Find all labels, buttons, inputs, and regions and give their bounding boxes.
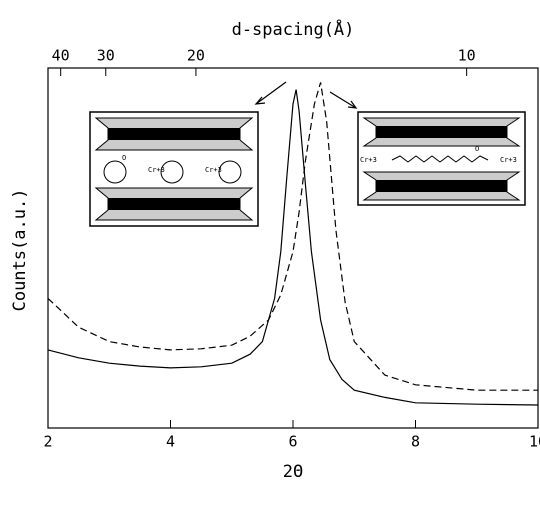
x-tick-label: 2 xyxy=(43,433,52,451)
inset-label: O xyxy=(475,145,479,153)
inset-right: Cr+3 Cr+3 O xyxy=(357,111,526,206)
x-tick-label: 6 xyxy=(288,433,297,451)
inset-label: Cr+3 xyxy=(148,166,165,174)
inset-label: Cr+3 xyxy=(360,156,377,164)
x-tick-label: 10 xyxy=(529,433,540,451)
x2-tick-label: 10 xyxy=(458,47,476,65)
x2-tick-label: 30 xyxy=(97,47,115,65)
series-line xyxy=(47,82,538,391)
x-tick-label: 8 xyxy=(411,433,420,451)
series-line xyxy=(47,89,539,406)
arrows xyxy=(254,81,358,109)
inset-label: O xyxy=(122,154,126,162)
inset-left: Cr+3 Cr+3 O xyxy=(89,111,259,227)
y-axis-label: Counts(a.u.) xyxy=(10,189,30,312)
inset-label: Cr+3 xyxy=(500,156,517,164)
x2-tick-label: 40 xyxy=(52,47,70,65)
x2-tick-label: 20 xyxy=(187,47,205,65)
x-tick-label: 4 xyxy=(166,433,175,451)
x2-axis-label: d-spacing(Å) xyxy=(232,18,355,40)
inset-label: Cr+3 xyxy=(205,166,222,174)
x-axis-label: 2Θ xyxy=(283,462,303,482)
